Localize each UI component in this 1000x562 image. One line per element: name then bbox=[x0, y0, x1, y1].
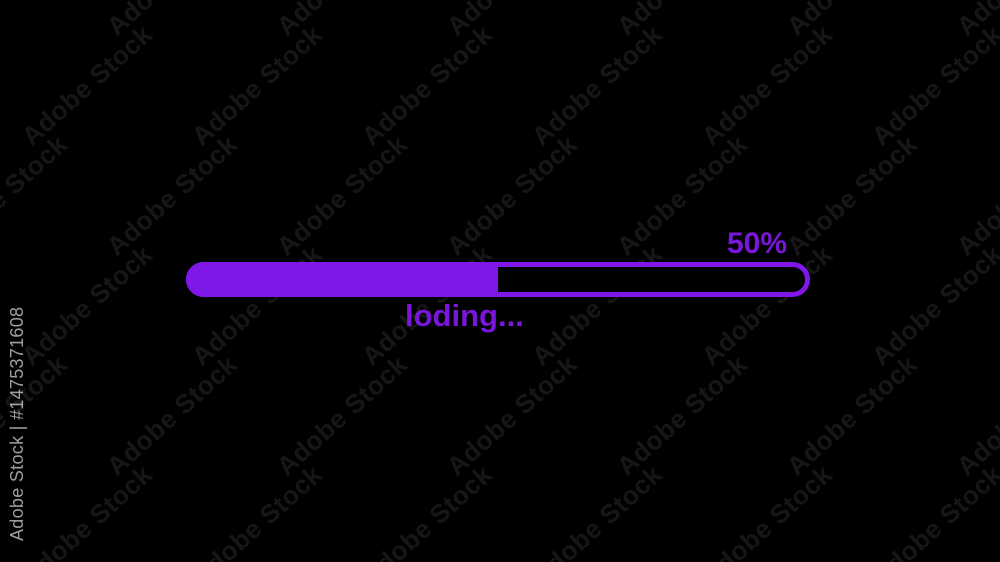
adobe-stock-watermark-tile: Adobe Stock bbox=[950, 349, 1000, 482]
progress-percent-label: 50% bbox=[726, 227, 787, 260]
adobe-stock-watermark-tile: Adobe Stock bbox=[610, 348, 754, 482]
adobe-stock-watermark-tile: Adobe Stock bbox=[951, 0, 1000, 42]
adobe-stock-watermark-tile: Adobe Stock bbox=[185, 18, 329, 152]
adobe-stock-watermark-tile: Adobe Stock bbox=[15, 18, 159, 152]
adobe-stock-watermark-tile: Adobe Stock bbox=[15, 238, 159, 372]
stock-id-watermark: Adobe Stock | #1475371608 bbox=[7, 306, 27, 541]
adobe-stock-watermark-tile: Adobe Stock bbox=[440, 128, 584, 262]
adobe-stock-watermark-tile: Adobe Stock bbox=[780, 128, 924, 262]
adobe-stock-watermark-tile: Adobe Stock bbox=[15, 458, 159, 562]
adobe-stock-watermark-tile: Adobe Stock bbox=[355, 18, 499, 152]
adobe-stock-watermark-tile: Adobe Stock bbox=[441, 0, 584, 42]
progress-bar-track bbox=[186, 262, 810, 297]
adobe-stock-watermark-tile: Adobe Stock bbox=[101, 0, 244, 42]
adobe-stock-watermark-tile: Adobe Stock bbox=[270, 348, 414, 482]
adobe-stock-watermark-tile: Adobe Stock bbox=[611, 0, 754, 42]
adobe-stock-watermark-tile: Adobe Stock bbox=[100, 128, 244, 262]
adobe-stock-watermark-tile: Adobe Stock bbox=[0, 0, 74, 42]
progress-bar-fill bbox=[186, 262, 498, 297]
adobe-stock-watermark-tile: Adobe Stock bbox=[695, 18, 839, 152]
adobe-stock-watermark-tile: Adobe Stock bbox=[271, 0, 414, 42]
adobe-stock-watermark-tile: Adobe Stock bbox=[0, 128, 74, 262]
adobe-stock-watermark-tile: Adobe Stock bbox=[865, 238, 1000, 372]
adobe-stock-watermark-tile: Adobe Stock bbox=[525, 238, 669, 372]
adobe-stock-watermark-tile: Adobe Stock bbox=[185, 238, 329, 372]
adobe-stock-watermark-tile: Adobe Stock bbox=[355, 458, 499, 562]
adobe-stock-watermark-tile: Adobe Stock bbox=[440, 348, 584, 482]
adobe-stock-watermark-tile: Adobe Stock bbox=[525, 18, 669, 152]
adobe-stock-watermark-tile: Adobe Stock bbox=[270, 128, 414, 262]
adobe-stock-watermark-tile: Adobe Stock bbox=[780, 348, 924, 482]
loading-label: loding... bbox=[405, 298, 524, 333]
adobe-stock-watermark-tile: Adobe Stock bbox=[781, 0, 924, 42]
adobe-stock-watermark-tile: Adobe Stock bbox=[185, 458, 329, 562]
adobe-stock-watermark-tile: Adobe Stock bbox=[865, 458, 1000, 562]
adobe-stock-watermark-tile: Adobe Stock bbox=[695, 458, 839, 562]
adobe-stock-watermark-tile: Adobe Stock bbox=[950, 129, 1000, 262]
adobe-stock-watermark-tile: Adobe Stock bbox=[525, 458, 669, 562]
adobe-stock-watermark-tile: Adobe Stock bbox=[865, 18, 1000, 152]
adobe-stock-watermark-tile: Adobe Stock bbox=[100, 348, 244, 482]
